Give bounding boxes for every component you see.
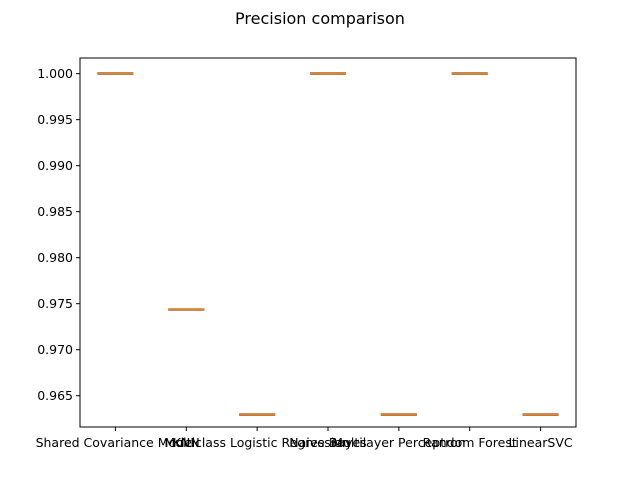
box-1: [97, 72, 134, 75]
y-axis: 0.965 0.970 0.975 0.980 0.985 0.990 0.995 1.000: [37, 66, 80, 403]
box-6: [451, 72, 488, 75]
y-tick-label: 0.995: [37, 112, 73, 127]
x-tick-label: Random Forest: [423, 435, 517, 450]
y-tick-label: 1.000: [37, 66, 73, 81]
x-tick-label: Naive Bayes: [289, 435, 366, 450]
box-5: [380, 413, 417, 416]
y-tick-label: 0.990: [37, 158, 73, 173]
y-tick-label: 0.970: [37, 342, 73, 357]
x-tick-label: Multiclass Logistic Regression: [164, 435, 349, 450]
y-tick-label: 0.985: [37, 204, 73, 219]
box-7: [522, 413, 559, 416]
plot-marks: [97, 72, 559, 416]
x-tick-label: LinearSVC: [509, 435, 573, 450]
y-tick-label: 0.975: [37, 296, 73, 311]
box-3: [239, 413, 276, 416]
chart-title: Precision comparison: [235, 9, 405, 28]
x-tick-label: Multilayer Perceptron: [332, 435, 465, 450]
y-tick-label: 0.980: [37, 250, 73, 265]
box-2: [168, 308, 205, 311]
plot-frame: [79, 57, 577, 428]
x-tick-label: KNN: [173, 435, 200, 450]
y-tick-label: 0.965: [37, 388, 73, 403]
x-tick-label: Shared Covariance Model: [36, 435, 196, 450]
box-4: [310, 72, 346, 75]
